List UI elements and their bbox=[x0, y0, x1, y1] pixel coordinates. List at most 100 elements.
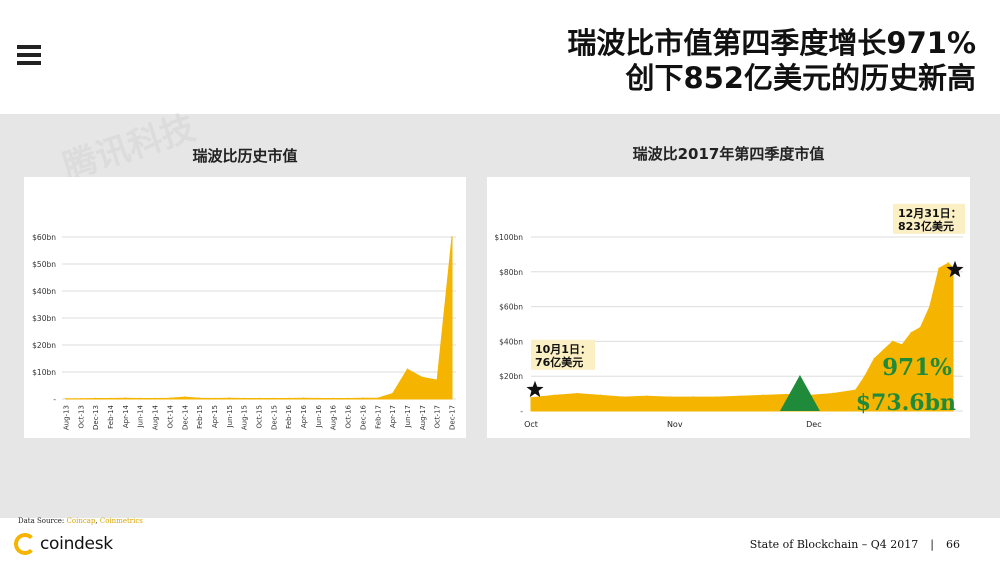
data-point bbox=[738, 395, 741, 398]
data-point bbox=[169, 397, 171, 399]
source-link-coincap[interactable]: Coincap bbox=[66, 517, 96, 525]
page-title-line-1: 瑞波比市值第四季度增长971% bbox=[567, 26, 976, 60]
data-point bbox=[258, 397, 260, 400]
data-point bbox=[947, 262, 950, 264]
x-tick-label: Jun-15 bbox=[226, 405, 234, 428]
x-tick-label: Aug-14 bbox=[152, 404, 160, 430]
start-callout-line-2: 76亿美元 bbox=[535, 355, 583, 369]
data-point bbox=[347, 397, 349, 400]
chart-2-panel: - $20bn $40bn $60bn $80bn $100bn Oct Nov Dec 10月1… bbox=[487, 177, 970, 438]
data-point bbox=[317, 397, 320, 400]
growth-triangle-icon bbox=[779, 375, 820, 411]
y-tick-label: $50bn bbox=[32, 260, 56, 269]
y-tick-label: $20bn bbox=[499, 372, 523, 381]
x-tick-label: Feb-15 bbox=[196, 405, 204, 429]
area-series-market-cap bbox=[530, 262, 954, 412]
chart-1-panel: - $10bn $20bn $30bn $40bn $50bn $60bn Aug-13 Oct… bbox=[24, 177, 466, 438]
start-star-icon bbox=[526, 380, 544, 398]
x-tick-label: Feb-14 bbox=[107, 404, 115, 428]
data-point bbox=[530, 396, 532, 399]
x-tick-label: Jun-17 bbox=[404, 405, 412, 428]
end-callout-line-2: 823亿美元 bbox=[898, 219, 954, 233]
footer-separator: | bbox=[930, 538, 934, 551]
y-tick-label: $60bn bbox=[499, 303, 523, 312]
y-tick-label: $40bn bbox=[499, 337, 523, 346]
start-callout-box bbox=[531, 339, 595, 370]
data-point bbox=[692, 396, 695, 398]
data-point bbox=[109, 397, 112, 400]
data-point bbox=[376, 397, 379, 399]
x-tick-label: Feb-17 bbox=[374, 405, 382, 429]
data-point bbox=[622, 396, 625, 398]
chart-1-title: 瑞波比历史市值 bbox=[192, 147, 298, 165]
x-tick-label: Dec bbox=[806, 420, 821, 429]
data-point bbox=[646, 395, 648, 398]
data-point bbox=[80, 397, 82, 400]
data-point bbox=[65, 397, 67, 400]
data-point bbox=[94, 397, 97, 400]
data-point bbox=[451, 236, 453, 238]
y-tick-label: $30bn bbox=[32, 314, 56, 323]
x-tick-label: Dec-15 bbox=[270, 405, 278, 430]
coindesk-logo-text: coindesk bbox=[40, 534, 113, 554]
coindesk-logo: coindesk bbox=[14, 533, 113, 555]
data-point bbox=[864, 375, 866, 377]
data-point bbox=[910, 331, 913, 334]
footer-report-info: State of Blockchain – Q4 2017 | 66 bbox=[750, 538, 960, 551]
data-point bbox=[243, 397, 245, 400]
header: 瑞波比市值第四季度增长971% 创下852亿美元的历史新高 bbox=[0, 0, 1000, 114]
growth-percent-label: 971% bbox=[882, 354, 952, 381]
y-tick-label: $100bn bbox=[494, 233, 523, 242]
data-point bbox=[669, 396, 671, 398]
data-point bbox=[831, 392, 834, 395]
data-point bbox=[891, 340, 894, 343]
data-point bbox=[273, 397, 275, 400]
x-tick-label: Dec-13 bbox=[92, 405, 100, 430]
data-point bbox=[882, 349, 885, 351]
x-tick-label: Oct-15 bbox=[256, 405, 264, 429]
data-point bbox=[124, 397, 127, 399]
end-star-icon bbox=[946, 260, 964, 278]
data-point bbox=[901, 344, 903, 346]
growth-value-label: $73.6bn bbox=[856, 390, 956, 416]
x-tick-label: Apr-14 bbox=[122, 404, 130, 428]
x-tick-label: Oct-16 bbox=[345, 404, 353, 428]
data-point bbox=[715, 396, 718, 398]
data-point bbox=[938, 267, 940, 270]
end-callout-line-1: 12月31日： bbox=[898, 207, 962, 220]
x-tick-label: Aug-15 bbox=[241, 405, 249, 430]
data-point bbox=[599, 394, 602, 397]
data-point bbox=[421, 376, 424, 379]
data-point bbox=[391, 392, 394, 395]
x-tick-label: Apr-15 bbox=[211, 405, 219, 428]
x-tick-label: Dec-14 bbox=[181, 404, 189, 430]
data-source: Data Source: Coincap, Coinmetrics bbox=[18, 517, 143, 525]
source-link-coinmetrics[interactable]: Coinmetrics bbox=[99, 517, 143, 525]
start-callout-line-1: 10月1日： bbox=[535, 343, 591, 356]
y-tick-label: - bbox=[520, 407, 523, 416]
x-tick-label: Dec-17 bbox=[449, 405, 457, 430]
x-tick-label: Oct-14 bbox=[166, 404, 174, 428]
data-point bbox=[139, 397, 142, 400]
chart-2-svg: - $20bn $40bn $60bn $80bn $100bn Oct Nov Dec 10月1… bbox=[494, 203, 965, 429]
x-tick-label: Oct-13 bbox=[77, 405, 85, 429]
data-point bbox=[302, 397, 305, 399]
data-point bbox=[213, 397, 216, 400]
data-point bbox=[785, 393, 787, 396]
data-point bbox=[919, 326, 922, 329]
x-tick-label: Dec-16 bbox=[359, 404, 367, 430]
data-point bbox=[406, 368, 409, 371]
report-title: State of Blockchain – Q4 2017 bbox=[749, 538, 919, 551]
y-tick-label: $20bn bbox=[32, 341, 56, 350]
page-title: 瑞波比市值第四季度增长971% 创下852亿美元的历史新高 bbox=[567, 26, 976, 96]
hamburger-menu-icon[interactable] bbox=[17, 45, 41, 65]
y-tick-label: $80bn bbox=[499, 268, 523, 277]
area-series-market-cap bbox=[65, 236, 453, 400]
data-point bbox=[287, 397, 290, 400]
x-tick-label: Feb-16 bbox=[285, 404, 293, 428]
data-point bbox=[553, 394, 555, 397]
data-point bbox=[762, 394, 764, 397]
x-tick-label: Aug-17 bbox=[419, 405, 427, 430]
data-point bbox=[228, 397, 231, 399]
data-point bbox=[576, 392, 579, 395]
